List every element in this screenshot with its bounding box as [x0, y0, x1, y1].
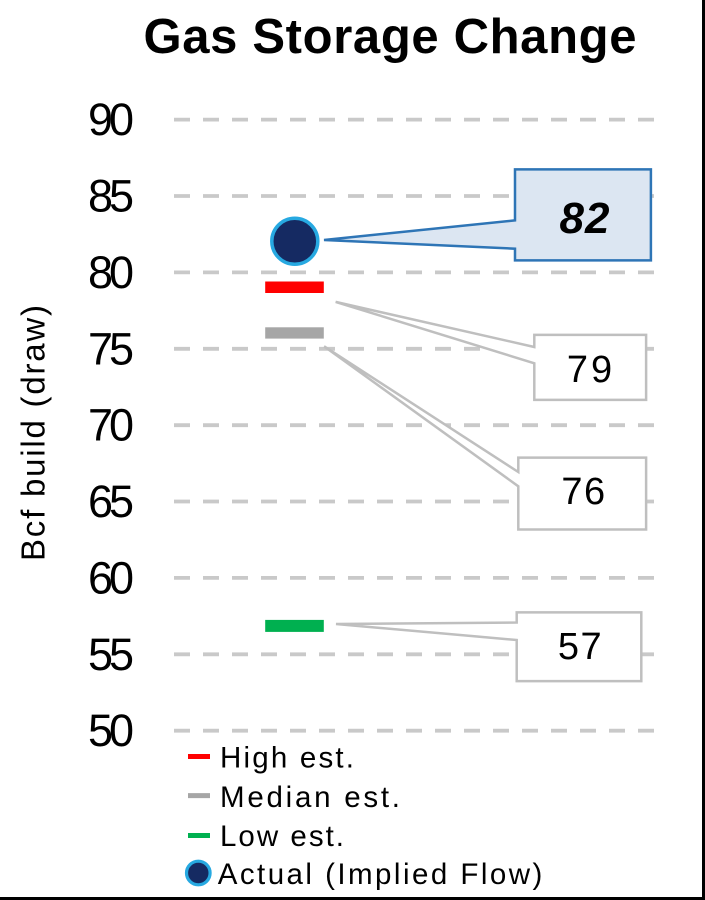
- svg-text:Bcf build (draw): Bcf build (draw): [15, 305, 52, 561]
- svg-text:85: 85: [88, 171, 134, 222]
- svg-text:79: 79: [567, 349, 615, 391]
- svg-text:80: 80: [88, 247, 134, 298]
- svg-text:Gas Storage Change: Gas Storage Change: [144, 10, 637, 64]
- svg-text:82: 82: [560, 194, 611, 243]
- svg-text:90: 90: [88, 94, 134, 145]
- svg-text:75: 75: [88, 323, 134, 374]
- svg-text:Median est.: Median est.: [220, 781, 400, 814]
- svg-text:Low est.: Low est.: [220, 820, 344, 853]
- svg-text:65: 65: [88, 476, 134, 527]
- svg-text:76: 76: [561, 471, 606, 513]
- svg-text:70: 70: [88, 400, 134, 451]
- svg-text:57: 57: [558, 626, 603, 668]
- svg-text:50: 50: [88, 705, 134, 756]
- svg-text:60: 60: [88, 552, 134, 603]
- svg-text:55: 55: [88, 629, 134, 680]
